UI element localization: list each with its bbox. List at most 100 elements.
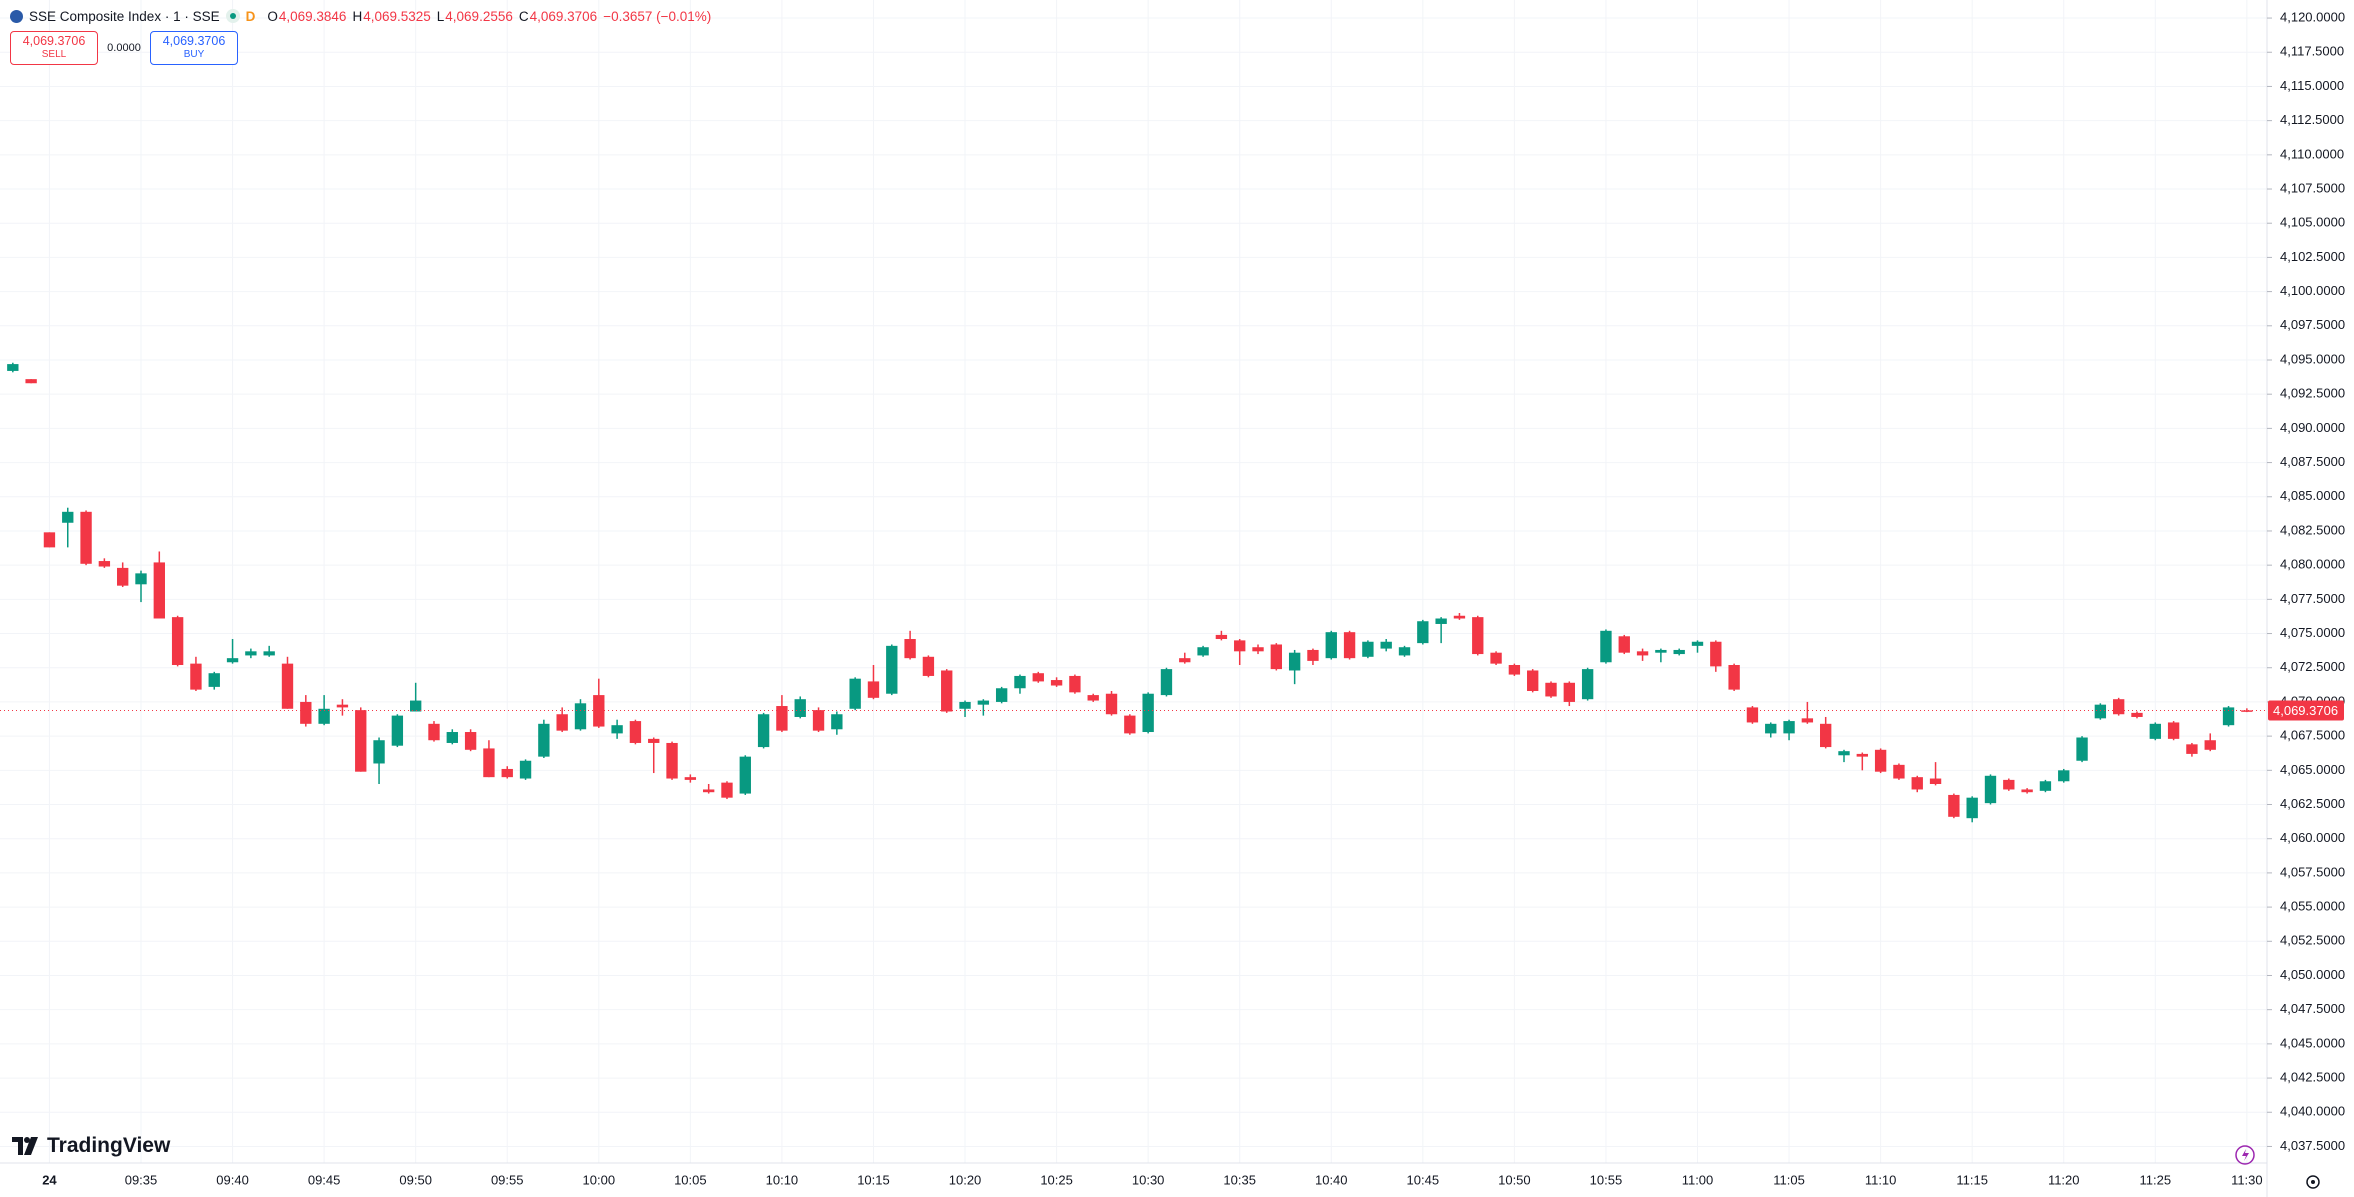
- candle-body: [1710, 641, 1722, 667]
- candle-body: [519, 760, 532, 779]
- candle-body: [831, 714, 843, 730]
- low-label: L: [436, 8, 445, 24]
- y-tick-label: 4,095.0000: [2280, 351, 2345, 366]
- candle-body: [501, 768, 513, 778]
- logo-text: TradingView: [47, 1134, 171, 1157]
- candle-body: [2021, 789, 2033, 793]
- x-tick-label: 10:30: [1132, 1172, 1165, 1187]
- grid: [0, 0, 2267, 1163]
- candle-body: [281, 663, 294, 709]
- y-tick-label: 4,065.0000: [2280, 762, 2345, 777]
- candle-body: [373, 740, 385, 764]
- candle-body: [1380, 641, 1392, 649]
- candle-body: [794, 699, 806, 717]
- candle-body: [1288, 652, 1301, 671]
- candle-body: [1728, 665, 1740, 690]
- candle-body: [1838, 751, 1850, 756]
- candle-body: [1087, 695, 1099, 701]
- lightning-icon[interactable]: [2235, 1145, 2255, 1165]
- candle-body: [2149, 723, 2161, 739]
- candle-body: [62, 511, 74, 523]
- x-tick-label: 11:25: [2140, 1172, 2172, 1187]
- candle-body: [1325, 632, 1337, 659]
- candle-body: [1893, 764, 1905, 779]
- candle-body: [1105, 693, 1118, 715]
- candle-body: [2131, 712, 2143, 717]
- candle-body: [611, 725, 623, 734]
- y-tick-label: 4,117.5000: [2280, 44, 2344, 59]
- close-label: C: [518, 8, 529, 24]
- candle-body: [1618, 636, 1630, 653]
- change-value: −0.3657 (−0.01%): [603, 8, 712, 24]
- candle-body: [757, 714, 770, 748]
- candle-body: [977, 700, 990, 705]
- candle-body: [2241, 710, 2253, 712]
- x-tick-label: 11:30: [2231, 1172, 2263, 1187]
- candle-body: [2039, 781, 2052, 791]
- candle-body: [98, 561, 111, 567]
- candle-body: [1453, 615, 1466, 619]
- buy-button[interactable]: 4,069.3706 BUY: [150, 31, 238, 65]
- candle-body: [629, 721, 642, 743]
- close-value: 4,069.3706: [529, 8, 598, 24]
- settings-icon[interactable]: [2306, 1175, 2320, 1189]
- high-value: 4,069.5325: [363, 8, 431, 24]
- candle-body: [1655, 649, 1667, 653]
- open-value: 4,069.3846: [278, 8, 347, 24]
- x-tick-label: 11:05: [1773, 1172, 1805, 1187]
- candle-body: [721, 782, 733, 798]
- candle-body: [1160, 669, 1173, 696]
- candle-body: [336, 704, 349, 708]
- candle-body: [959, 701, 971, 709]
- interval-flag[interactable]: D: [245, 8, 256, 24]
- candle-body: [1343, 632, 1356, 659]
- x-tick-label: 09:50: [399, 1172, 432, 1187]
- x-tick-label: 10:50: [1498, 1172, 1531, 1187]
- x-tick-label: 11:00: [1682, 1172, 1714, 1187]
- candle-body: [867, 681, 880, 698]
- last-price-box: [2268, 700, 2344, 721]
- candle-body: [1014, 675, 1026, 689]
- y-tick-label: 4,115.0000: [2280, 78, 2344, 93]
- sell-button[interactable]: 4,069.3706 SELL: [10, 31, 98, 65]
- market-status[interactable]: [225, 9, 240, 23]
- candle-body: [135, 573, 147, 585]
- y-tick-label: 4,045.0000: [2280, 1035, 2345, 1050]
- candle-body: [538, 723, 550, 757]
- y-tick-label: 4,097.5000: [2280, 317, 2345, 332]
- logo[interactable]: TradingView: [12, 1134, 170, 1158]
- status-dot: [229, 13, 236, 19]
- y-tick-label: 4,112.5000: [2280, 112, 2344, 127]
- candle-body: [1783, 721, 1795, 734]
- y-tick-label: 4,105.0000: [2280, 215, 2345, 230]
- candle-body: [208, 673, 220, 687]
- buy-price: 4,069.3706: [162, 34, 226, 48]
- candle-body: [1197, 647, 1209, 656]
- x-tick-label: 10:35: [1223, 1172, 1256, 1187]
- candle-body: [1691, 641, 1704, 646]
- candle-body: [776, 706, 788, 731]
- candle-body: [1050, 680, 1063, 686]
- candle-body: [1362, 641, 1374, 657]
- candle-body: [1746, 707, 1759, 723]
- candle-body: [117, 567, 129, 586]
- x-tick-label: 10:20: [949, 1172, 982, 1187]
- settings-glyph: [2311, 1180, 2315, 1184]
- candle-body: [1215, 634, 1228, 640]
- candle-body: [2204, 740, 2216, 750]
- candle-body: [226, 658, 239, 663]
- symbol-title[interactable]: SSE Composite Index · 1 · SSE: [29, 8, 220, 24]
- candle-body: [1984, 775, 1997, 804]
- y-tick-label: 4,055.0000: [2280, 899, 2345, 914]
- candle-body: [739, 756, 751, 794]
- candle-body: [190, 663, 202, 690]
- open-label: O: [267, 8, 278, 24]
- candle-body: [1435, 618, 1447, 624]
- candle-body: [922, 656, 935, 676]
- candle-body: [1911, 777, 1923, 790]
- x-tick-label: 10:05: [674, 1172, 707, 1187]
- candle-body: [43, 532, 56, 548]
- y-tick-label: 4,120.0000: [2280, 9, 2345, 24]
- sell-price: 4,069.3706: [22, 34, 86, 48]
